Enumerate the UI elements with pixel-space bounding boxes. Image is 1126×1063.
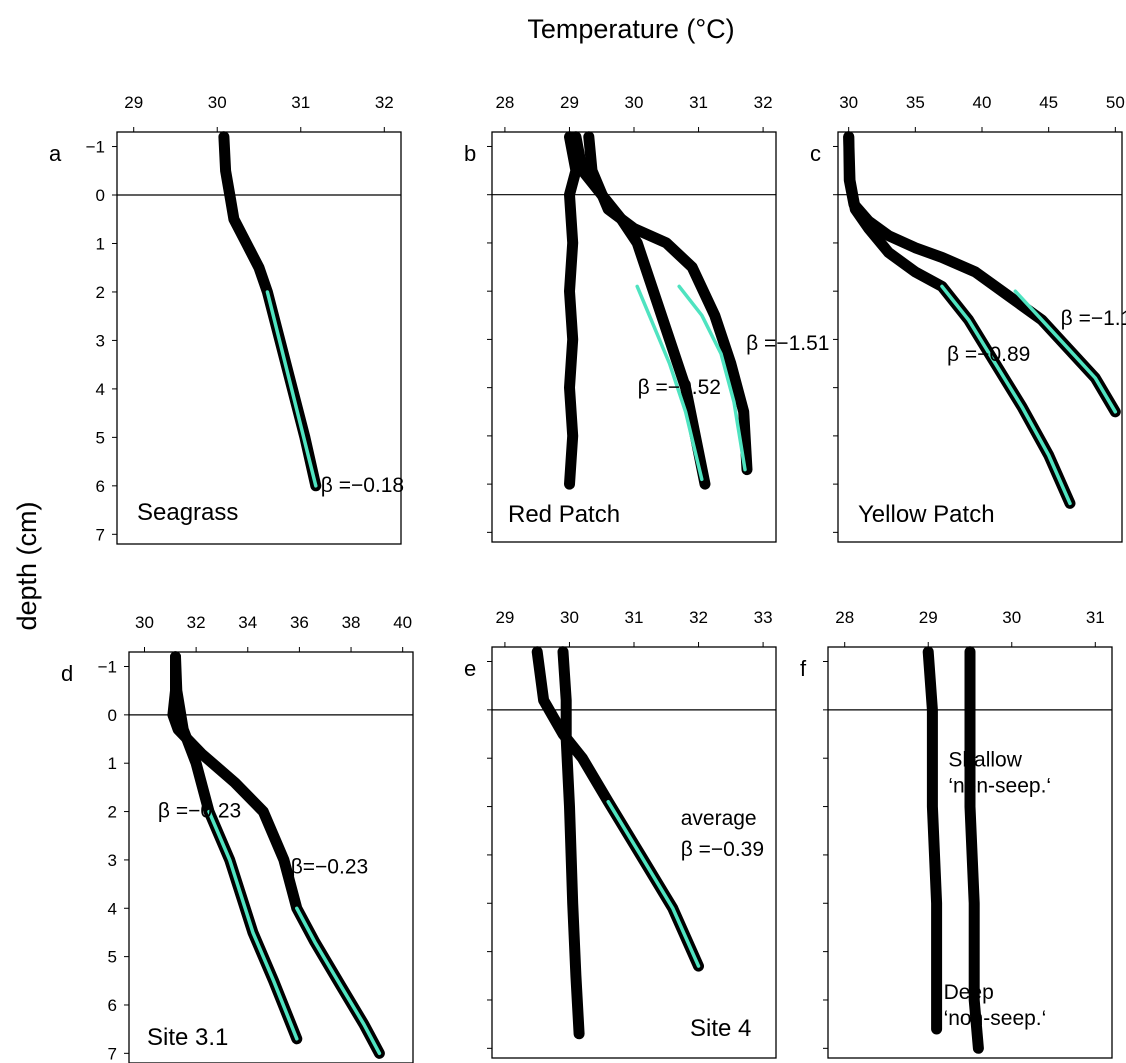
fit-annotation: average bbox=[681, 807, 757, 830]
panel-e: 29 30 31 32 33 e β =−0.39 average Site 4 bbox=[464, 608, 777, 1059]
x-tick-label: 29 bbox=[495, 608, 514, 627]
x-tick-label: 50 bbox=[1106, 93, 1125, 112]
y-tick-label: 3 bbox=[108, 851, 117, 870]
x-tick-label: 45 bbox=[1039, 93, 1058, 112]
y-tick-label: −1 bbox=[86, 138, 105, 157]
data-series bbox=[922, 646, 943, 1035]
x-tick-label: 36 bbox=[290, 613, 309, 632]
figure-ylabel: depth (cm) bbox=[12, 501, 42, 630]
x-tick-label: 31 bbox=[291, 93, 310, 112]
y-tick-label: 0 bbox=[96, 186, 105, 205]
x-tick-label: 29 bbox=[919, 608, 938, 627]
panel-b: 28 29 30 31 32 b β =−1.51 β =−0.52 Red Patch bbox=[464, 93, 829, 543]
plot-frame bbox=[116, 131, 402, 545]
fit-line bbox=[265, 290, 318, 488]
y-tick-label: 0 bbox=[108, 706, 117, 725]
plot-frame bbox=[491, 131, 777, 543]
y-tick-label: 3 bbox=[96, 331, 105, 350]
beta-label: β =−0.52 bbox=[638, 376, 721, 399]
fit-line bbox=[295, 906, 382, 1056]
data-series bbox=[564, 131, 582, 490]
y-tick-label: 2 bbox=[108, 803, 117, 822]
site-label: Red Patch bbox=[508, 501, 620, 528]
y-tick-label: 4 bbox=[96, 380, 105, 399]
x-tick-label: 28 bbox=[495, 93, 514, 112]
x-tick-label: 33 bbox=[754, 608, 773, 627]
x-tick-label: 30 bbox=[1002, 608, 1021, 627]
panel-label: f bbox=[800, 656, 807, 681]
beta-label: β =−0.89 bbox=[947, 343, 1030, 366]
x-tick-label: 31 bbox=[625, 608, 644, 627]
beta-label: β =−0.39 bbox=[681, 838, 764, 861]
x-tick-label: 32 bbox=[187, 613, 206, 632]
x-tick-label: 32 bbox=[375, 93, 394, 112]
x-tick-label: 29 bbox=[560, 93, 579, 112]
x-tick-label: 32 bbox=[754, 93, 773, 112]
fit-line bbox=[677, 284, 747, 472]
site-label: Site 4 bbox=[690, 1015, 751, 1042]
y-tick-label: 6 bbox=[96, 477, 105, 496]
y-tick-label: 2 bbox=[96, 283, 105, 302]
fit-line bbox=[207, 809, 299, 1041]
x-tick-label: 30 bbox=[625, 93, 644, 112]
x-tick-label: 30 bbox=[135, 613, 154, 632]
panel-label: d bbox=[61, 661, 73, 686]
panel-label: c bbox=[810, 141, 821, 166]
beta-label: β=−0.23 bbox=[291, 856, 368, 879]
site-label: Yellow Patch bbox=[858, 501, 995, 528]
beta-label: β =−0.18 bbox=[321, 474, 404, 497]
series-label: Shallow ‘non-seep.‘ bbox=[948, 748, 1051, 797]
x-tick-label: 30 bbox=[208, 93, 227, 112]
data-series bbox=[964, 646, 984, 1054]
beta-label: β =−1.51 bbox=[746, 332, 829, 355]
y-tick-label: 1 bbox=[96, 234, 105, 253]
x-tick-label: 40 bbox=[393, 613, 412, 632]
panel-label: a bbox=[49, 141, 62, 166]
plot-frame bbox=[128, 651, 414, 1063]
x-tick-label: 34 bbox=[238, 613, 257, 632]
data-series bbox=[570, 131, 711, 490]
y-tick-label: 5 bbox=[108, 948, 117, 967]
x-tick-label: 38 bbox=[342, 613, 361, 632]
panel-label: e bbox=[464, 656, 476, 681]
y-tick-label: 7 bbox=[108, 1044, 117, 1063]
fit-line bbox=[606, 799, 701, 968]
x-tick-label: 31 bbox=[689, 93, 708, 112]
panel-c: 30 35 40 45 50 c β =−1.13 β =−0.89 Yellow Patch bbox=[810, 93, 1126, 543]
panel-label: b bbox=[464, 141, 476, 166]
y-tick-label: 7 bbox=[96, 525, 105, 544]
site-label: Site 3.1 bbox=[147, 1024, 228, 1051]
data-series bbox=[557, 646, 585, 1040]
beta-label: β =−1.13 bbox=[1061, 307, 1126, 330]
y-tick-label: 6 bbox=[108, 996, 117, 1015]
site-label: Seagrass bbox=[137, 499, 238, 526]
figure-title: Temperature (°C) bbox=[527, 14, 734, 44]
x-tick-label: 40 bbox=[973, 93, 992, 112]
x-tick-label: 29 bbox=[124, 93, 143, 112]
data-series bbox=[583, 131, 753, 476]
panel-f: 28 29 30 31 f Deep ‘non-seep.‘ Shallow ‘non-seep… bbox=[800, 608, 1113, 1059]
y-tick-label: 4 bbox=[108, 899, 117, 918]
x-tick-label: 28 bbox=[835, 608, 854, 627]
beta-label: β =−0.23 bbox=[158, 799, 241, 822]
fit-line bbox=[940, 284, 1072, 506]
fit-line bbox=[1013, 289, 1118, 414]
y-tick-label: 5 bbox=[96, 428, 105, 447]
plot-frame bbox=[837, 131, 1123, 543]
x-tick-label: 31 bbox=[1086, 608, 1105, 627]
x-tick-label: 30 bbox=[839, 93, 858, 112]
y-tick-label: −1 bbox=[98, 658, 117, 677]
data-series bbox=[843, 131, 1121, 418]
x-tick-label: 30 bbox=[560, 608, 579, 627]
series-label: Deep ‘non-seep.‘ bbox=[944, 981, 1047, 1030]
x-tick-label: 32 bbox=[689, 608, 708, 627]
x-tick-label: 35 bbox=[906, 93, 925, 112]
y-tick-label: 1 bbox=[108, 754, 117, 773]
panel-a: 29 30 31 32 −1 0 1 2 3 4 5 6 7 a β =−0.18 Seagrass bbox=[49, 93, 404, 545]
fit-line bbox=[635, 284, 704, 482]
